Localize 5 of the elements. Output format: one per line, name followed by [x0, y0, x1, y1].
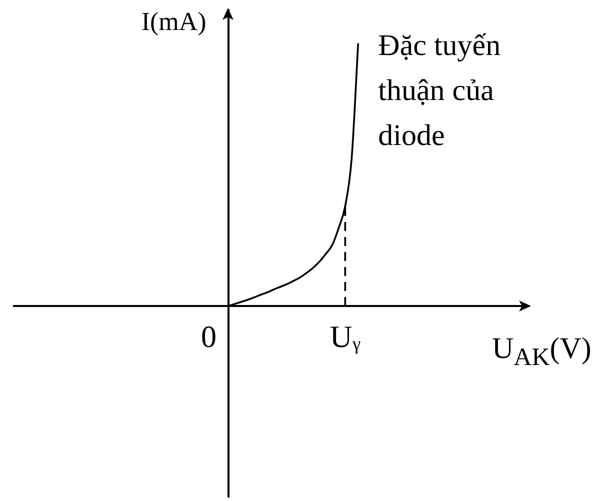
x-axis-title: U$_{AK}$(V): [492, 332, 592, 372]
annotation: Đặc tuyến thuận của diode: [378, 28, 502, 154]
x-tick-label: Uᵧ: [330, 318, 362, 354]
y-axis-title: I(mA): [141, 7, 206, 37]
x-tick-label: 0: [201, 318, 217, 354]
